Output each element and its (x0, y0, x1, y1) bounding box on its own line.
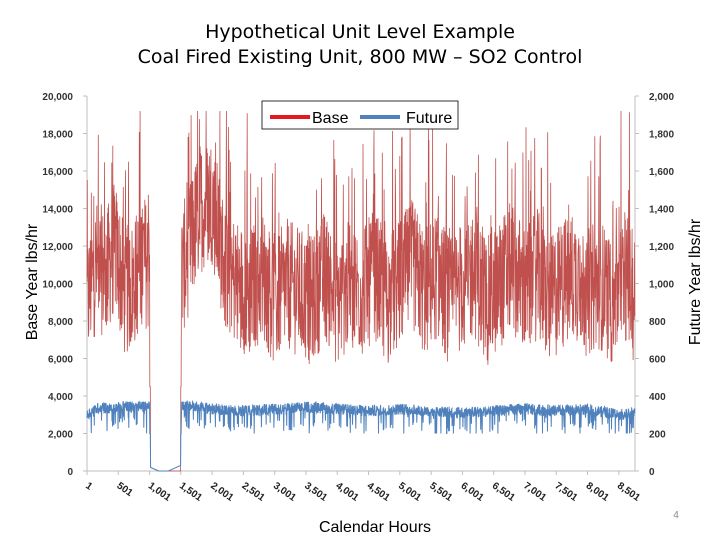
y-tick-right-label: 200 (649, 430, 666, 441)
x-ticks: 1 501 1,001 1,501 2,001 2,501 3,001 3,501 4,001 4… (83, 471, 642, 504)
x-tick-label: 1 (83, 480, 94, 492)
legend-future-label: Future (406, 110, 452, 127)
y-tick-left-label: 4,000 (48, 392, 73, 403)
y-tick-right-label: 2,000 (649, 92, 674, 103)
x-tick-label: 5,001 (396, 480, 423, 504)
y-tick-right-label: 1,200 (649, 242, 674, 253)
x-tick-label: 501 (115, 480, 135, 499)
y-tick-left-label: 14,000 (42, 205, 73, 216)
y-tick-left-label: 2,000 (48, 430, 73, 441)
x-tick-label: 8,501 (615, 480, 642, 504)
y-tick-left-label: 10,000 (42, 280, 73, 291)
x-tick-label: 8,001 (584, 480, 611, 504)
series-future (86, 399, 636, 472)
y-tick-right-label: 0 (649, 467, 655, 478)
page-number: 4 (673, 510, 679, 521)
y-tick-right-label: 600 (649, 355, 666, 366)
chart-title-line-2: Coal Fired Existing Unit, 800 MW – SO2 C… (137, 46, 583, 68)
y-tick-right-label: 1,400 (649, 205, 674, 216)
series-future-line (86, 399, 636, 472)
x-tick-label: 4,501 (365, 480, 392, 504)
series-base (86, 110, 636, 472)
series-base-line (86, 110, 636, 472)
legend-base-label: Base (312, 110, 349, 127)
x-tick-label: 2,001 (208, 480, 235, 504)
y-tick-left-label: 16,000 (42, 167, 73, 178)
x-tick-label: 1,001 (146, 480, 173, 504)
x-tick-label: 5,501 (427, 480, 454, 504)
y-tick-right-label: 1,000 (649, 280, 674, 291)
legend: Base Future (261, 100, 459, 130)
x-tick-label: 3,501 (302, 480, 329, 504)
y-tick-left-label: 12,000 (42, 242, 73, 253)
y-tick-right-label: 400 (649, 392, 666, 403)
y-axis-left-label: Base Year lbs/hr (24, 223, 41, 340)
chart-title-line-1: Hypothetical Unit Level Example (205, 21, 515, 43)
y-tick-left-label: 18,000 (42, 130, 73, 141)
y-ticks-left: 0 2,000 4,000 6,000 8,000 10,000 12,000 14,000 1… (42, 92, 87, 478)
x-tick-label: 4,001 (334, 480, 361, 504)
x-tick-label: 3,001 (271, 480, 298, 504)
x-tick-label: 6,001 (459, 480, 486, 504)
x-tick-label: 7,501 (553, 480, 580, 504)
x-tick-label: 1,501 (177, 480, 204, 504)
x-tick-label: 6,501 (490, 480, 517, 504)
y-tick-right-label: 1,800 (649, 130, 674, 141)
x-tick-label: 7,001 (521, 480, 548, 504)
y-tick-left-label: 6,000 (48, 355, 73, 366)
y-tick-left-label: 20,000 (42, 92, 73, 103)
y-tick-right-label: 1,600 (649, 167, 674, 178)
y-tick-right-label: 800 (649, 317, 666, 328)
x-axis-label: Calendar Hours (319, 519, 431, 536)
y-axis-right-label: Future Year lbs/hr (687, 218, 704, 345)
y-tick-left-label: 0 (67, 467, 73, 478)
y-ticks-right: 0 200 400 600 800 1,000 1,200 1,400 1,600 1,800 2,… (635, 92, 674, 478)
x-tick-label: 2,501 (240, 480, 267, 504)
y-tick-left-label: 8,000 (48, 317, 73, 328)
